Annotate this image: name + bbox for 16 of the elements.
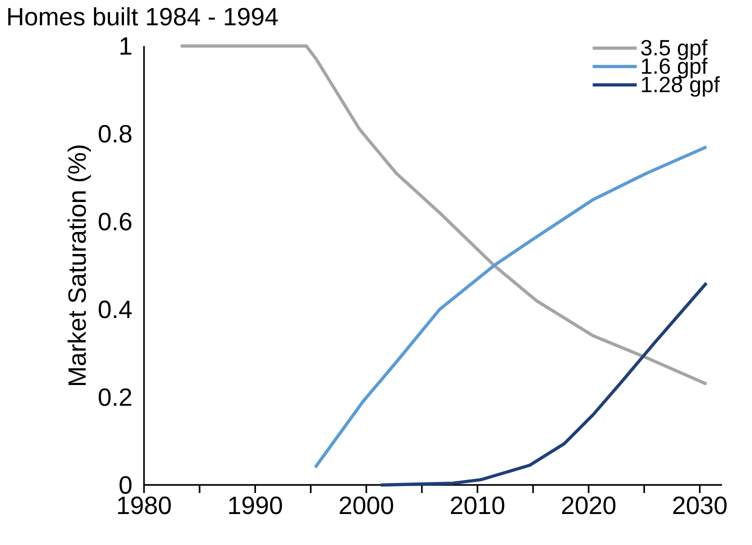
x-tick-label: 2000	[340, 496, 394, 514]
y-tick-label: 0.2	[98, 388, 132, 406]
y-tick-label: 0	[120, 476, 132, 494]
line-series	[314, 145, 708, 470]
y-axis-title: Market Saturation (%)	[68, 146, 91, 386]
x-tick-label: 2030	[673, 496, 727, 514]
x-tick-label: 1980	[118, 496, 171, 514]
x-tick-label: 2010	[450, 496, 504, 514]
y-tick-label: 0.8	[98, 124, 132, 143]
x-tick-label: 2020	[562, 496, 616, 514]
y-tick-label: 0.6	[98, 212, 132, 230]
y-tick-label: 1	[120, 37, 132, 55]
line-series	[379, 281, 708, 487]
chart-title: Homes built 1984 - 1994	[8, 7, 278, 26]
x-tick-label: 1990	[229, 496, 282, 514]
y-tick-label: 0.4	[98, 300, 132, 318]
